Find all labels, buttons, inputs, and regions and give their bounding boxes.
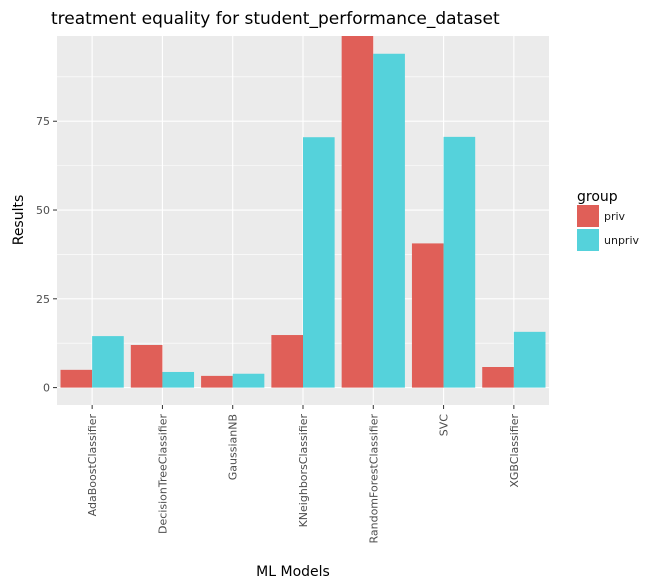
y-tick-label: 50 <box>36 204 50 217</box>
bar-priv-XGBClassifier <box>482 366 514 388</box>
bar-unpriv-SVC <box>443 136 476 388</box>
legend-title: group <box>577 189 618 205</box>
bar-priv-GaussianNB <box>201 375 233 388</box>
y-tick-label: 25 <box>36 293 50 306</box>
legend-key-unpriv <box>577 229 599 251</box>
bar-priv-RandomForestClassifier <box>341 36 374 388</box>
bar-unpriv-DecisionTreeClassifier <box>162 371 195 388</box>
x-tick-label: SVC <box>438 414 451 437</box>
bar-unpriv-XGBClassifier <box>513 331 546 388</box>
bars <box>60 36 546 388</box>
x-tick-label: DecisionTreeClassifier <box>156 414 169 534</box>
bar-unpriv-GaussianNB <box>232 373 265 388</box>
x-axis-title: ML Models <box>256 564 330 580</box>
legend: group priv unpriv <box>577 189 640 251</box>
bar-priv-SVC <box>411 243 444 388</box>
x-tick-label: RandomForestClassifier <box>367 414 380 544</box>
bar-unpriv-RandomForestClassifier <box>373 53 405 388</box>
bar-priv-KNeighborsClassifier <box>271 335 303 388</box>
y-axis-title: Results <box>11 195 27 246</box>
legend-label-priv: priv <box>604 210 626 223</box>
x-tick-label: KNeighborsClassifier <box>297 414 310 528</box>
bar-unpriv-AdaBoostClassifier <box>92 336 124 388</box>
y-tick-label: 0 <box>43 382 50 395</box>
bar-priv-AdaBoostClassifier <box>60 369 93 388</box>
y-axis: 0 25 50 75 <box>36 115 57 395</box>
legend-key-priv <box>577 205 599 227</box>
x-tick-label: XGBClassifier <box>508 414 521 488</box>
bar-unpriv-KNeighborsClassifier <box>303 137 335 388</box>
legend-label-unpriv: unpriv <box>604 234 640 247</box>
y-tick-label: 75 <box>36 115 50 128</box>
x-tick-label: AdaBoostClassifier <box>86 414 99 517</box>
x-axis: AdaBoostClassifier DecisionTreeClassifier… <box>86 405 521 544</box>
chart-title: treatment equality for student_performan… <box>51 9 500 29</box>
bar-priv-DecisionTreeClassifier <box>130 344 163 388</box>
x-tick-label: GaussianNB <box>227 414 240 480</box>
